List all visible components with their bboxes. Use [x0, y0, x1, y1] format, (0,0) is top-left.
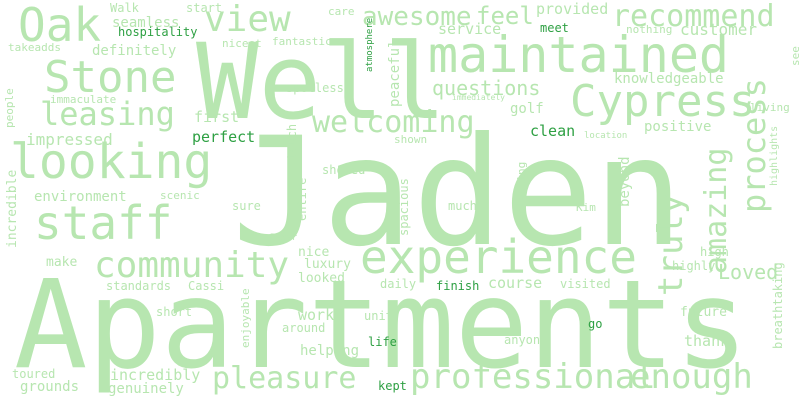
word-location: location	[584, 131, 628, 141]
word-entire: entire	[295, 177, 309, 221]
word-looking: looking	[10, 134, 213, 190]
word-environment: environment	[34, 189, 127, 205]
word-meet: meet	[540, 21, 569, 35]
word-start: start	[186, 1, 223, 15]
word-genuinely: genuinely	[108, 381, 184, 397]
word-work: work	[298, 306, 335, 324]
word-atmosphere: atmosphere	[365, 17, 375, 72]
word-standards: standards	[106, 279, 172, 293]
word-breathtaking: breathtaking	[771, 262, 785, 349]
word-much: much	[448, 199, 477, 213]
word-finish: finish	[436, 279, 480, 293]
word-definitely: definitely	[92, 43, 177, 59]
word-future: future	[680, 305, 727, 320]
word-seamless: seamless	[112, 15, 180, 31]
word-course: course	[488, 274, 543, 292]
word-anyone: anyone	[504, 333, 548, 347]
word-nice: nice	[298, 245, 330, 260]
word-leasing: leasing	[40, 95, 175, 133]
word-feel: feel	[476, 2, 534, 30]
word-jaden: Jaden	[232, 106, 684, 280]
word-scenic: scenic	[160, 189, 200, 202]
word-golf: golf	[510, 101, 544, 117]
word-luxury: luxury	[304, 257, 351, 272]
word-loved: Loved	[718, 260, 779, 284]
word-clean: clean	[530, 122, 576, 140]
word-make: make	[46, 255, 78, 270]
word-welcoming: welcoming	[312, 105, 475, 140]
word-peaceful: peaceful	[387, 39, 403, 107]
word-walk: Walk	[110, 1, 139, 15]
word-well: Well	[196, 21, 447, 143]
word-looked: looked	[298, 271, 345, 286]
word-visited: visited	[560, 277, 611, 291]
word-grounds: grounds	[20, 379, 80, 395]
word-beyond: beyond	[617, 156, 633, 207]
word-short: short	[156, 305, 193, 319]
word-staff: staff	[34, 196, 173, 250]
word-high: high	[700, 245, 729, 259]
word-process: process	[735, 78, 773, 213]
word-service: service	[438, 20, 502, 38]
word-living: living	[750, 101, 790, 114]
word-go: go	[588, 317, 603, 331]
word-nicest: nicest	[222, 37, 262, 50]
word-takeadds: takeadds	[8, 41, 61, 54]
word-apartments: Apartments	[14, 254, 749, 396]
word-spacious: spacious	[397, 178, 411, 236]
word-community: community	[94, 245, 290, 286]
word-highly: highly	[672, 259, 716, 273]
word-thank: thank	[684, 332, 730, 350]
word-highlights: highlights	[769, 125, 780, 186]
word-bexar: Bexar	[270, 233, 298, 243]
word-positive: positive	[644, 119, 712, 135]
word-view: view	[204, 0, 291, 40]
word-people: people	[3, 88, 16, 128]
word-enough: enough	[630, 357, 753, 397]
word-awesome: awesome	[362, 2, 472, 32]
word-unit: unit	[364, 309, 393, 323]
word-stone: Stone	[44, 52, 177, 103]
word-immaculate: immaculate	[50, 93, 117, 106]
word-kim: Kim	[576, 201, 596, 214]
word-cassi: Cassi	[188, 279, 225, 293]
word-questions: questions	[432, 76, 541, 100]
word-toured: toured	[12, 367, 56, 381]
word-cypress: Cypress	[570, 76, 756, 127]
word-see: see	[789, 46, 800, 66]
word-life: life	[368, 335, 397, 349]
word-knowledgeable: knowledgeable	[614, 71, 724, 87]
word-truly: truly	[651, 193, 691, 296]
word-customer: customer	[680, 20, 758, 39]
word-kept: kept	[378, 379, 407, 393]
word-first: first	[194, 108, 240, 126]
word-fantastic: fantastic	[272, 35, 332, 48]
word-incredibly: incredibly	[110, 366, 201, 384]
word-maintained: maintained	[428, 26, 730, 84]
word-perfect: perfect	[192, 128, 256, 146]
word-showed: showed	[322, 163, 366, 177]
word-around: around	[282, 321, 326, 335]
word-pleasure: pleasure	[212, 361, 357, 396]
word-professional: professional	[410, 357, 656, 397]
word-recommend: recommend	[612, 0, 775, 34]
word-nothing: nothing	[626, 23, 673, 36]
word-enjoyable: enjoyable	[239, 288, 252, 348]
word-touch: touch	[285, 123, 299, 160]
word-hospitality: hospitality	[118, 25, 198, 39]
word-reflecting: reflecting	[515, 161, 528, 228]
word-provided: provided	[536, 0, 609, 18]
word-experience: experience	[360, 230, 637, 284]
word-incredible: incredible	[5, 169, 20, 248]
word-immediately: immediately	[452, 93, 505, 102]
word-impressed: impressed	[26, 130, 113, 149]
word-sure: sure	[232, 199, 261, 213]
word-oak: Oak	[18, 0, 102, 52]
word-shown: shown	[394, 133, 428, 146]
word-helping: helping	[300, 343, 360, 359]
word-daily: daily	[380, 277, 417, 291]
word-care: care	[328, 5, 355, 18]
word-spotless: spotless	[286, 81, 344, 95]
